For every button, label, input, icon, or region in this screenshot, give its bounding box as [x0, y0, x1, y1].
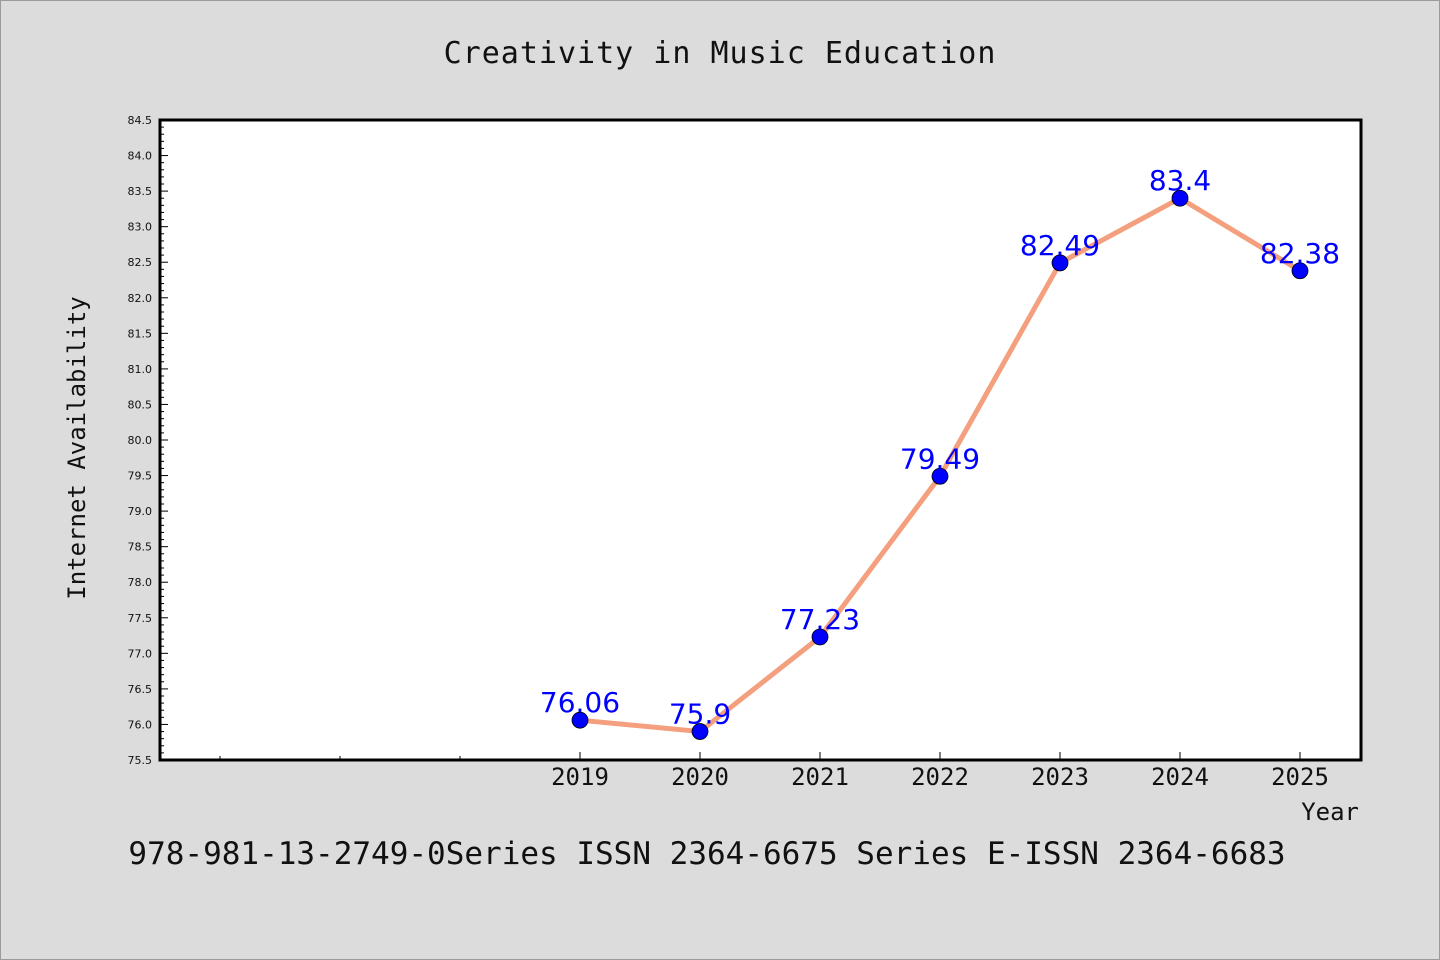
data-label: 77.23 — [780, 603, 860, 636]
y-tick-label: 76.0 — [128, 718, 153, 731]
y-tick-label: 77.5 — [128, 612, 153, 625]
y-tick-label: 78.5 — [128, 541, 153, 554]
x-tick-label: 2022 — [911, 763, 969, 791]
x-tick-label: 2025 — [1271, 763, 1329, 791]
y-tick-label: 83.5 — [128, 185, 153, 198]
x-tick-label: 2024 — [1151, 763, 1209, 791]
y-tick-label: 83.0 — [128, 221, 153, 234]
y-tick-label: 76.5 — [128, 683, 153, 696]
data-label: 79.49 — [900, 442, 980, 475]
y-tick-label: 80.0 — [128, 434, 153, 447]
y-tick-label: 81.0 — [128, 363, 153, 376]
data-point — [1051, 254, 1069, 272]
data-point — [1291, 262, 1309, 280]
y-axis-label: Internet Availability — [63, 296, 91, 599]
y-tick-label: 79.0 — [128, 505, 153, 518]
y-tick-label: 77.0 — [128, 647, 153, 660]
y-tick-label: 81.5 — [128, 327, 153, 340]
footer-isbn-text: 978-981-13-2749-0Series ISSN 2364-6675 S… — [128, 836, 1285, 872]
data-label: 75.9 — [669, 698, 731, 731]
x-axis-label: Year — [1301, 798, 1359, 826]
y-tick-label: 82.0 — [128, 292, 153, 305]
data-label: 82.38 — [1260, 237, 1340, 270]
x-axis: 2019 2020 2021 2022 2023 2024 2025 — [219, 752, 1329, 791]
data-label: 83.4 — [1149, 164, 1211, 197]
series-layer: 76.06 75.9 77.23 79.49 82.49 83.4 82.38 — [540, 164, 1340, 740]
y-tick-label: 80.5 — [128, 398, 153, 411]
data-label: 76.06 — [540, 686, 620, 719]
chart-title: Creativity in Music Education — [444, 36, 997, 71]
data-point — [691, 723, 709, 740]
y-tick-label: 84.0 — [128, 150, 153, 163]
x-tick-label: 2023 — [1031, 763, 1089, 791]
data-point — [811, 628, 829, 646]
x-tick-label: 2021 — [791, 763, 849, 791]
y-tick-label: 82.5 — [128, 256, 153, 269]
x-tick-label: 2019 — [551, 763, 609, 791]
data-point — [571, 711, 589, 729]
data-label: 82.49 — [1020, 229, 1100, 262]
y-axis: 75.5 76.0 76.5 77.0 77.5 78.0 78.5 79.0 79.5 80.0… — [128, 114, 168, 767]
x-tick-label: 2020 — [671, 763, 729, 791]
data-point — [1171, 189, 1189, 207]
y-tick-label: 79.5 — [128, 470, 153, 483]
y-tick-label: 78.0 — [128, 576, 153, 589]
data-point — [931, 467, 949, 485]
y-tick-label: 84.5 — [128, 114, 153, 127]
plot-area — [158, 118, 1363, 762]
y-tick-label: 75.5 — [128, 754, 153, 767]
